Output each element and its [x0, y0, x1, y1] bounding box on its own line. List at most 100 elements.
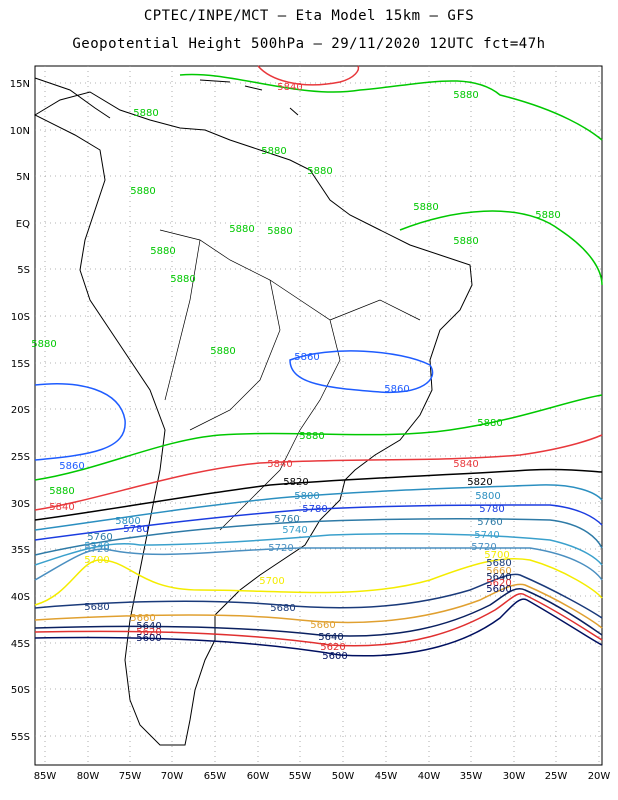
contour-label: 5740: [474, 530, 499, 541]
latitude-labels: 15N 10N 5N EQ 5S 10S 15S 20S 25S 30S 35S…: [10, 79, 30, 743]
contour-label: 5880: [229, 224, 254, 235]
contour-5760: [34, 517, 603, 556]
contour-label: 5880: [130, 186, 155, 197]
contour-label: 5640: [318, 632, 343, 643]
contour-label: 5780: [123, 524, 148, 535]
contour-label: 5680: [486, 558, 511, 569]
contour-label: 5720: [471, 542, 496, 553]
contour-5880: [399, 210, 603, 286]
contour-label: 5600: [322, 651, 347, 662]
caribbean-islands: [199, 79, 299, 116]
contour-label: 5620: [136, 627, 161, 638]
lat-tick: 15S: [11, 359, 30, 370]
contour-lines: [34, 65, 603, 657]
contour-label: 5840: [453, 459, 478, 470]
contour-label: 5860: [59, 461, 84, 472]
contour-label: 5620: [486, 578, 511, 589]
contour-label: 5880: [150, 246, 175, 257]
map-title: CPTEC/INPE/MCT – Eta Model 15km – GFS: [143, 8, 475, 24]
contour-label: 5800: [115, 516, 140, 527]
lat-tick: 35S: [11, 545, 30, 556]
coastline: [33, 77, 473, 746]
contour-label: 5880: [477, 418, 502, 429]
contour-label: 5700: [84, 555, 109, 566]
contour-label: 5880: [49, 486, 74, 497]
lat-tick: 10N: [10, 126, 30, 137]
contour-label: 5660: [130, 613, 155, 624]
contour-label: 5760: [274, 514, 299, 525]
contour-5700: [34, 557, 603, 606]
contour-label: 5740: [282, 525, 307, 536]
longitude-labels: 85W 80W 75W 70W 65W 60W 55W 50W 45W 40W …: [34, 771, 611, 782]
lat-tick: 10S: [11, 312, 30, 323]
contour-5840: [257, 65, 360, 86]
contour-label: 5800: [475, 491, 500, 502]
contour-5600: [34, 598, 603, 657]
contour-label: 5880: [267, 226, 292, 237]
contour-label: 5820: [283, 477, 308, 488]
contour-label: 5660: [486, 566, 511, 577]
contour-label: 5760: [477, 517, 502, 528]
contour-labels: 5880 5880 5880 5880 5880 5880 5880 5880 …: [31, 82, 560, 662]
contour-label: 5800: [294, 491, 319, 502]
contour-5780: [34, 504, 603, 541]
contour-5880: [34, 394, 603, 481]
contour-5740: [34, 533, 603, 566]
contour-label: 5760: [87, 532, 112, 543]
lat-tick: 55S: [11, 732, 30, 743]
contour-5860: [289, 350, 434, 394]
contour-label: 5700: [484, 550, 509, 561]
lon-tick: 40W: [418, 771, 441, 782]
contour-label: 5880: [453, 236, 478, 247]
contour-label: 5880: [307, 166, 332, 177]
country-borders: [159, 229, 421, 531]
contour-5680: [34, 573, 603, 619]
contour-label: 5880: [299, 431, 324, 442]
contour-label: 5880: [413, 202, 438, 213]
lon-tick: 20W: [588, 771, 611, 782]
lon-tick: 65W: [204, 771, 227, 782]
lat-tick: 25S: [11, 452, 30, 463]
contour-label: 5600: [136, 633, 161, 644]
contour-5620: [34, 593, 603, 647]
contour-5800: [34, 484, 603, 531]
contour-label: 5840: [267, 459, 292, 470]
lon-tick: 30W: [503, 771, 526, 782]
contour-label: 5840: [277, 82, 302, 93]
contour-label: 5720: [268, 543, 293, 554]
contour-label: 5880: [31, 339, 56, 350]
contour-label: 5720: [84, 544, 109, 555]
lat-tick: 15N: [10, 79, 30, 90]
contour-5820: [34, 468, 603, 521]
contour-5660: [34, 583, 603, 629]
lon-tick: 75W: [119, 771, 142, 782]
lon-tick: 50W: [332, 771, 355, 782]
lon-tick: 70W: [161, 771, 184, 782]
contour-5840: [34, 434, 603, 511]
contour-label: 5660: [310, 620, 335, 631]
lat-tick: 45S: [11, 639, 30, 650]
contour-5880: [179, 73, 603, 141]
lat-tick: EQ: [16, 219, 30, 230]
contour-label: 5600: [486, 584, 511, 595]
lat-tick: 50S: [11, 685, 30, 696]
contour-label: 5880: [133, 108, 158, 119]
central-america-coast: [34, 77, 111, 119]
lat-tick: 30S: [11, 499, 30, 510]
lat-tick: 5S: [17, 265, 30, 276]
lon-tick: 80W: [77, 771, 100, 782]
lon-tick: 85W: [34, 771, 57, 782]
contour-label: 5860: [384, 384, 409, 395]
contour-label: 5880: [210, 346, 235, 357]
lat-tick: 5N: [16, 172, 30, 183]
contour-label: 5880: [535, 210, 560, 221]
contour-5720: [34, 547, 603, 581]
lon-tick: 25W: [545, 771, 568, 782]
lon-tick: 35W: [460, 771, 483, 782]
contour-label: 5640: [136, 621, 161, 632]
lat-tick: 40S: [11, 592, 30, 603]
contour-label: 5700: [259, 576, 284, 587]
contour-label: 5880: [261, 146, 286, 157]
lon-tick: 55W: [289, 771, 312, 782]
